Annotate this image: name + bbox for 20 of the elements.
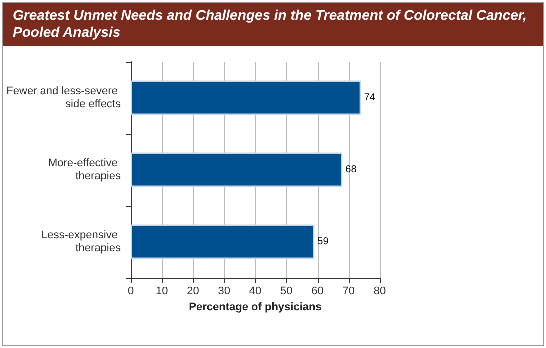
- bar: [131, 80, 362, 116]
- x-axis-title: Percentage of physicians: [189, 302, 322, 314]
- bar: [131, 152, 343, 188]
- x-tick-label: 30: [218, 286, 230, 298]
- y-tick-label: More-effective therapies: [48, 158, 122, 182]
- bar: [131, 224, 315, 260]
- x-tick-label: 10: [156, 286, 168, 298]
- x-tick-label: 60: [312, 286, 324, 298]
- x-tick-label: 20: [187, 286, 200, 298]
- y-tick-label: Fewer and less-severe side effects: [6, 86, 122, 110]
- data-label: 59: [318, 236, 330, 248]
- chart-title: Greatest Unmet Needs and Challenges in the Treatment of Colorectal Cancer, Pooled Analysis: [3, 3, 543, 46]
- data-label: 68: [346, 164, 358, 176]
- y-tick-label: Less-expensive therapies: [42, 230, 122, 254]
- x-tick-label: 70: [342, 286, 355, 298]
- x-tick-label: 80: [374, 286, 386, 298]
- x-tick-label: 0: [128, 286, 134, 298]
- x-tick-label: 40: [249, 286, 262, 298]
- data-label: 74: [364, 92, 376, 104]
- x-tick-label: 50: [280, 286, 293, 298]
